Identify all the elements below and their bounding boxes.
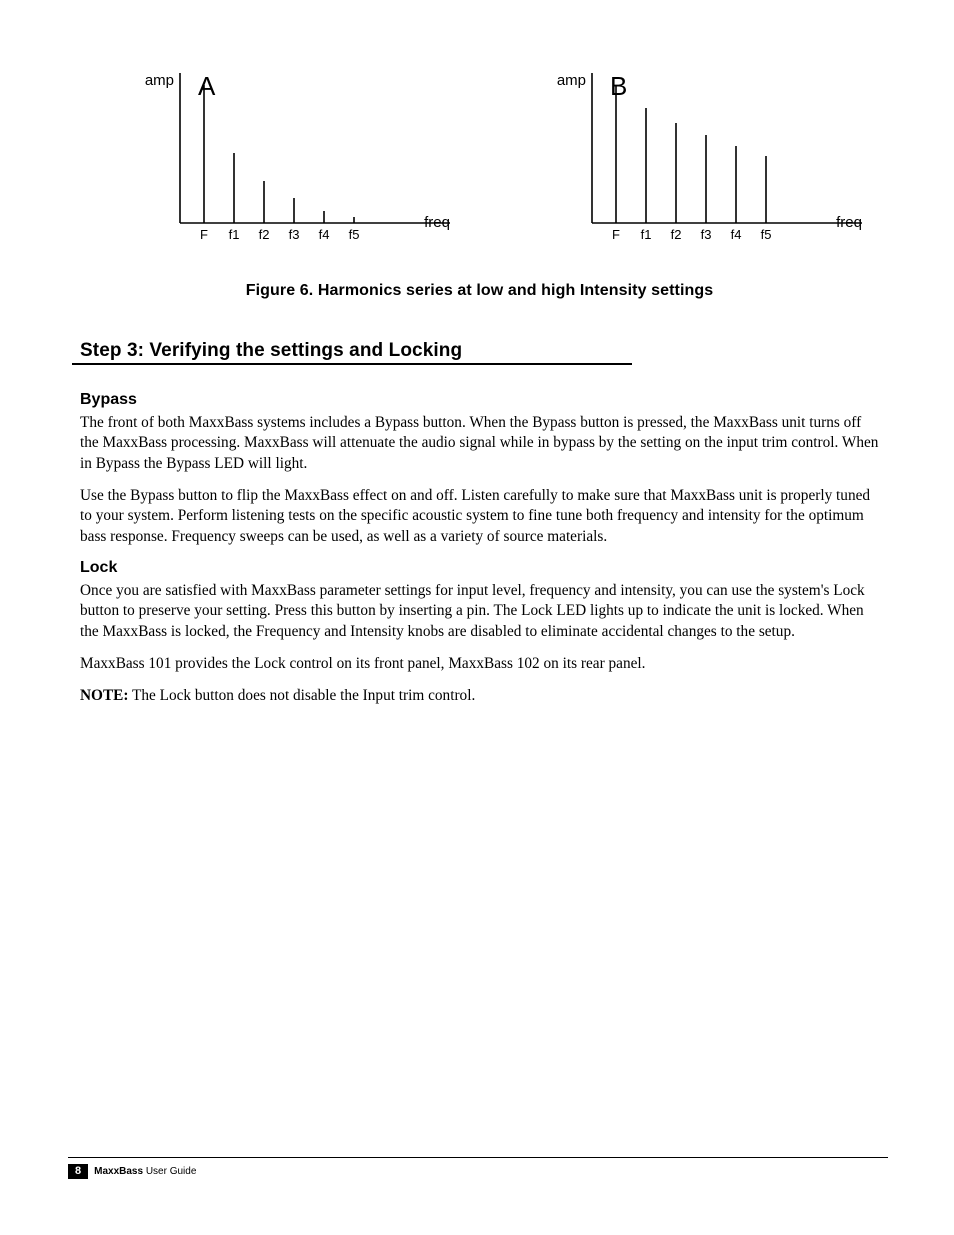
lock-paragraph-2: MaxxBass 101 provides the Lock control o… bbox=[80, 654, 879, 674]
footer-title: MaxxBass bbox=[94, 1166, 143, 1177]
page-footer: 8 MaxxBass User Guide bbox=[68, 1157, 888, 1180]
charts-container: ampAfreqFf1f2f3f4f5 ampBfreqFf1f2f3f4f5 bbox=[150, 65, 879, 252]
svg-text:f5: f5 bbox=[348, 227, 359, 242]
bypass-paragraph-1: The front of both MaxxBass systems inclu… bbox=[80, 413, 879, 474]
chart-a: amp Afreq Ff1 f2 f3 f4 f5 bbox=[138, 65, 480, 252]
svg-text:freq: freq bbox=[424, 214, 450, 231]
bypass-heading: Bypass bbox=[80, 391, 879, 409]
note-label: NOTE: bbox=[80, 687, 128, 704]
svg-text:f1: f1 bbox=[640, 227, 651, 242]
footer-subtitle: User Guide bbox=[143, 1166, 196, 1177]
lock-paragraph-1: Once you are satisfied with MaxxBass par… bbox=[80, 581, 879, 642]
lock-heading: Lock bbox=[80, 559, 879, 577]
note-text: The Lock button does not disable the Inp… bbox=[128, 687, 475, 704]
svg-text:f2: f2 bbox=[670, 227, 681, 242]
svg-text:freq: freq bbox=[836, 214, 862, 231]
svg-text:f1: f1 bbox=[228, 227, 239, 242]
svg-text:f4: f4 bbox=[318, 227, 329, 242]
page-number: 8 bbox=[68, 1164, 88, 1179]
svg-text:A: A bbox=[198, 71, 216, 101]
svg-text:F: F bbox=[200, 227, 208, 242]
svg-text:B: B bbox=[610, 71, 627, 101]
svg-text:amp: amp bbox=[144, 72, 173, 89]
svg-text:F: F bbox=[612, 227, 620, 242]
bypass-paragraph-2: Use the Bypass button to flip the MaxxBa… bbox=[80, 486, 879, 547]
lock-note: NOTE: The Lock button does not disable t… bbox=[80, 686, 879, 706]
figure-caption: Figure 6. Harmonics series at low and hi… bbox=[80, 282, 879, 300]
svg-text:f2: f2 bbox=[258, 227, 269, 242]
svg-text:f3: f3 bbox=[288, 227, 299, 242]
svg-text:f4: f4 bbox=[730, 227, 741, 242]
svg-text:amp: amp bbox=[556, 72, 585, 89]
section-heading: Step 3: Verifying the settings and Locki… bbox=[72, 340, 632, 365]
svg-text:f5: f5 bbox=[760, 227, 771, 242]
svg-text:f3: f3 bbox=[700, 227, 711, 242]
section-heading-wrapper: Step 3: Verifying the settings and Locki… bbox=[80, 340, 879, 379]
chart-b: amp Bfreq Ff1 f2 f3 f4 f5 bbox=[550, 65, 892, 252]
